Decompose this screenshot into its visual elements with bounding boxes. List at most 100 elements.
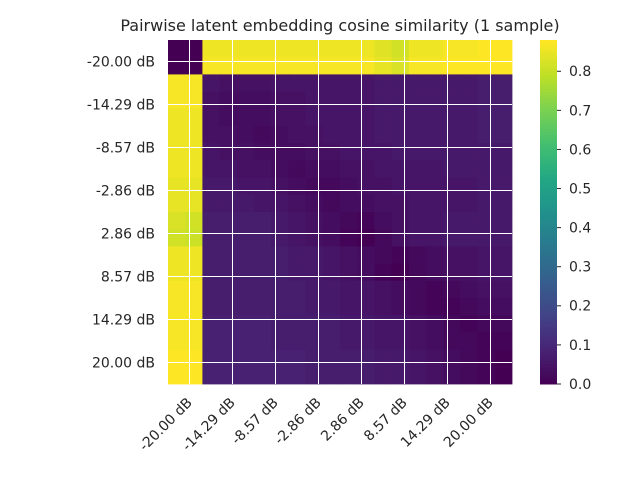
colorbar-segment (540, 335, 557, 339)
colorbar-segment (540, 85, 557, 90)
heatmap-cell (357, 246, 375, 264)
colorbar-segment (540, 378, 557, 382)
colorbar-segment (540, 57, 557, 61)
heatmap-cell (357, 126, 375, 144)
heatmap-cell (477, 315, 496, 333)
heatmap-cell (477, 212, 496, 230)
heatmap-cell (408, 366, 427, 385)
heatmap-cell (254, 263, 272, 282)
colorbar-segment (540, 263, 557, 267)
heatmap-cell (357, 349, 375, 368)
heatmap-cell (494, 315, 513, 333)
heatmap-cell (340, 177, 358, 196)
heatmap-cell (340, 91, 358, 110)
heatmap-cell (168, 315, 186, 333)
colorbar-segment (540, 65, 557, 70)
heatmap-cell (357, 143, 375, 161)
heatmap-cell (391, 74, 410, 92)
colorbar-segment (540, 74, 557, 78)
heatmap-cell (236, 194, 255, 213)
heatmap-cell (185, 212, 203, 230)
heatmap-cell (185, 74, 203, 92)
heatmap-cell (254, 366, 272, 385)
colorbar-segment (540, 154, 557, 159)
heatmap-cell (443, 57, 461, 75)
heatmap-cell (408, 332, 427, 350)
heatmap-cell (494, 194, 513, 213)
heatmap-cell (236, 298, 255, 316)
heatmap-cell (408, 212, 427, 230)
heatmap-cell (460, 280, 478, 299)
heatmap-cell (168, 160, 186, 178)
heatmap-cell (305, 263, 324, 282)
heatmap-cell (185, 177, 203, 196)
y-tick-label: -20.00 dB (87, 54, 155, 70)
heatmap-cell (236, 229, 255, 247)
heatmap-cell (477, 108, 496, 127)
heatmap-cell (477, 366, 496, 385)
heatmap-cell (219, 177, 238, 196)
colorbar-segment (540, 108, 557, 113)
colorbar-segment (540, 315, 557, 319)
heatmap-cell (305, 298, 324, 316)
heatmap-cell (443, 332, 461, 350)
heatmap-cell (408, 280, 427, 299)
colorbar-segment (540, 191, 557, 196)
heatmap-cell (185, 332, 203, 350)
colorbar-segment (540, 312, 557, 316)
heatmap-cell (254, 177, 272, 196)
heatmap-cell (374, 126, 392, 144)
heatmap-cell (357, 263, 375, 282)
heatmap-cell (168, 366, 186, 385)
heatmap-cell (408, 160, 427, 178)
heatmap-cell (271, 332, 289, 350)
heatmap-cell (219, 40, 238, 58)
heatmap-cell (426, 177, 444, 196)
heatmap-cell (322, 194, 341, 213)
heatmap-cell (271, 298, 289, 316)
heatmap-cell (271, 280, 289, 299)
colorbar-segment (540, 289, 557, 293)
heatmap-cell (305, 91, 324, 110)
colorbar-segment (540, 223, 557, 227)
heatmap-cell (219, 194, 238, 213)
colorbar-tick-label: 0.2 (569, 299, 591, 315)
heatmap-cell (408, 246, 427, 264)
heatmap-cell (426, 246, 444, 264)
colorbar-segment (540, 77, 557, 81)
heatmap-cell (460, 263, 478, 282)
heatmap-cell (494, 280, 513, 299)
heatmap-cell (391, 57, 410, 75)
heatmap-cell (288, 229, 306, 247)
colorbar-segment (540, 45, 557, 50)
heatmap-cell (340, 315, 358, 333)
heatmap-cell (426, 91, 444, 110)
heatmap-cell (219, 349, 238, 368)
colorbar-segment (540, 128, 557, 133)
heatmap-cell (322, 212, 341, 230)
heatmap-cell (443, 229, 461, 247)
colorbar-segment (540, 275, 557, 279)
heatmap-cell (219, 246, 238, 264)
heatmap-cell (305, 315, 324, 333)
heatmap-cell (236, 246, 255, 264)
heatmap-cell (168, 40, 186, 58)
heatmap-cell (443, 263, 461, 282)
colorbar-segment (540, 212, 557, 216)
y-tick-label: 2.86 dB (101, 226, 155, 242)
heatmap-cell (494, 177, 513, 196)
heatmap-cell (460, 177, 478, 196)
heatmap-cell (426, 280, 444, 299)
heatmap-cell (477, 160, 496, 178)
colorbar-segment (540, 83, 557, 87)
colorbar-segment (540, 349, 557, 353)
heatmap-cell (202, 91, 220, 110)
heatmap-cell (391, 91, 410, 110)
heatmap-cell (494, 212, 513, 230)
colorbar-segment (540, 369, 557, 374)
heatmap-cell (460, 126, 478, 144)
heatmap-cell (271, 229, 289, 247)
heatmap-cell (408, 349, 427, 368)
heatmap-cell (322, 91, 341, 110)
heatmap-cell (288, 143, 306, 161)
